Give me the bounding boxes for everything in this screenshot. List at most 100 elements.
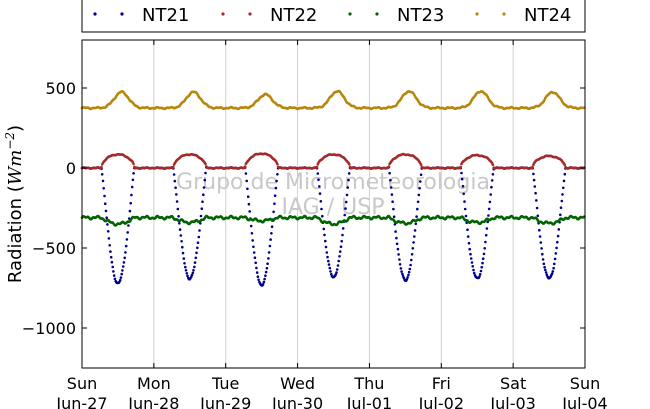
point-nt21	[245, 179, 248, 183]
point-nt21	[255, 266, 258, 270]
point-nt21	[410, 258, 413, 262]
point-nt21	[347, 172, 351, 175]
point-nt21	[415, 215, 418, 218]
point-nt21	[559, 213, 562, 217]
point-nt21	[334, 273, 338, 276]
point-nt21	[317, 178, 320, 181]
y-axis-label: Radiation (Wm−2)	[3, 125, 26, 283]
series-layer	[80, 89, 586, 287]
point-nt21	[553, 262, 556, 266]
point-nt21	[109, 250, 112, 253]
point-nt21	[324, 245, 328, 249]
point-nt21	[322, 227, 326, 231]
point-nt21	[120, 272, 123, 276]
point-nt21	[464, 214, 468, 218]
point-nt21	[344, 207, 347, 210]
point-nt21	[472, 268, 475, 272]
point-nt21	[338, 254, 341, 258]
x-tick-weekday-7: Sun	[570, 374, 600, 393]
point-nt21	[103, 202, 107, 205]
point-nt22	[172, 165, 175, 169]
point-nt21	[173, 179, 177, 183]
point-nt21	[251, 239, 254, 242]
point-nt21	[276, 173, 279, 176]
point-nt21	[544, 271, 548, 274]
point-nt21	[109, 255, 113, 259]
point-nt21	[391, 200, 394, 203]
point-nt21	[250, 232, 254, 235]
point-nt21	[409, 263, 412, 267]
point-nt21	[121, 265, 125, 268]
point-nt21	[340, 239, 344, 243]
point-nt21	[471, 265, 475, 268]
point-nt21	[186, 274, 189, 278]
point-nt21	[469, 252, 472, 256]
point-nt21	[270, 225, 274, 228]
point-nt22	[347, 162, 351, 166]
x-tick-weekday-2: Tue	[211, 374, 239, 393]
point-nt21	[274, 186, 278, 190]
point-nt21	[388, 171, 391, 175]
point-nt21	[195, 251, 198, 255]
point-nt21	[100, 173, 104, 176]
point-nt21	[244, 172, 248, 175]
legend-label-nt21: NT21	[142, 5, 189, 26]
point-nt21	[330, 272, 333, 276]
series-nt22	[80, 152, 586, 170]
point-nt21	[316, 172, 320, 175]
legend-marker-nt21-a	[93, 12, 97, 16]
point-nt21	[108, 244, 111, 247]
point-nt21	[392, 215, 396, 218]
point-nt21	[257, 278, 260, 282]
point-nt21	[204, 171, 207, 175]
point-nt21	[541, 258, 545, 261]
point-nt21	[174, 186, 177, 189]
point-nt22	[276, 162, 279, 166]
y-tick-label-2: −500	[32, 239, 76, 258]
point-nt21	[413, 229, 417, 232]
point-nt21	[466, 235, 470, 238]
point-nt21	[463, 200, 466, 203]
point-nt21	[561, 193, 564, 196]
point-nt21	[102, 187, 105, 190]
x-tick-weekday-3: Wed	[280, 374, 315, 393]
point-nt21	[396, 247, 400, 251]
point-nt21	[320, 207, 323, 211]
point-nt21	[201, 200, 204, 203]
point-nt21	[541, 252, 544, 256]
point-nt21	[103, 194, 106, 198]
point-nt21	[408, 267, 412, 271]
point-nt21	[202, 186, 206, 189]
point-nt21	[410, 253, 414, 256]
point-nt21	[190, 273, 194, 277]
point-nt21	[535, 199, 538, 202]
point-nt21	[273, 194, 277, 197]
point-nt21	[486, 220, 490, 224]
watermark-line-2: IAG / USP	[282, 195, 385, 220]
point-nt21	[323, 233, 326, 237]
point-nt21	[193, 261, 197, 264]
point-nt21	[252, 251, 256, 254]
x-tick-date-4: Jul-01	[346, 394, 392, 409]
point-nt21	[325, 251, 329, 254]
point-nt21	[318, 185, 321, 188]
x-tick-date-2: Jun-29	[199, 394, 251, 409]
point-nt21	[185, 272, 189, 275]
watermark-line-1: Grupo de Micrometeorologia	[176, 170, 490, 195]
legend-marker-nt22-a	[221, 12, 225, 16]
point-nt21	[472, 271, 476, 275]
point-nt21	[119, 276, 123, 279]
point-nt21	[551, 270, 555, 273]
point-nt21	[411, 247, 415, 250]
point-nt21	[266, 262, 269, 266]
point-nt21	[107, 237, 111, 240]
point-nt21	[416, 207, 419, 211]
point-nt22	[563, 163, 567, 167]
point-nt21	[536, 214, 540, 218]
point-nt21	[532, 178, 536, 182]
point-nt22	[419, 163, 423, 166]
point-nt21	[129, 201, 132, 205]
point-nt21	[400, 270, 403, 273]
point-nt21	[482, 252, 486, 256]
